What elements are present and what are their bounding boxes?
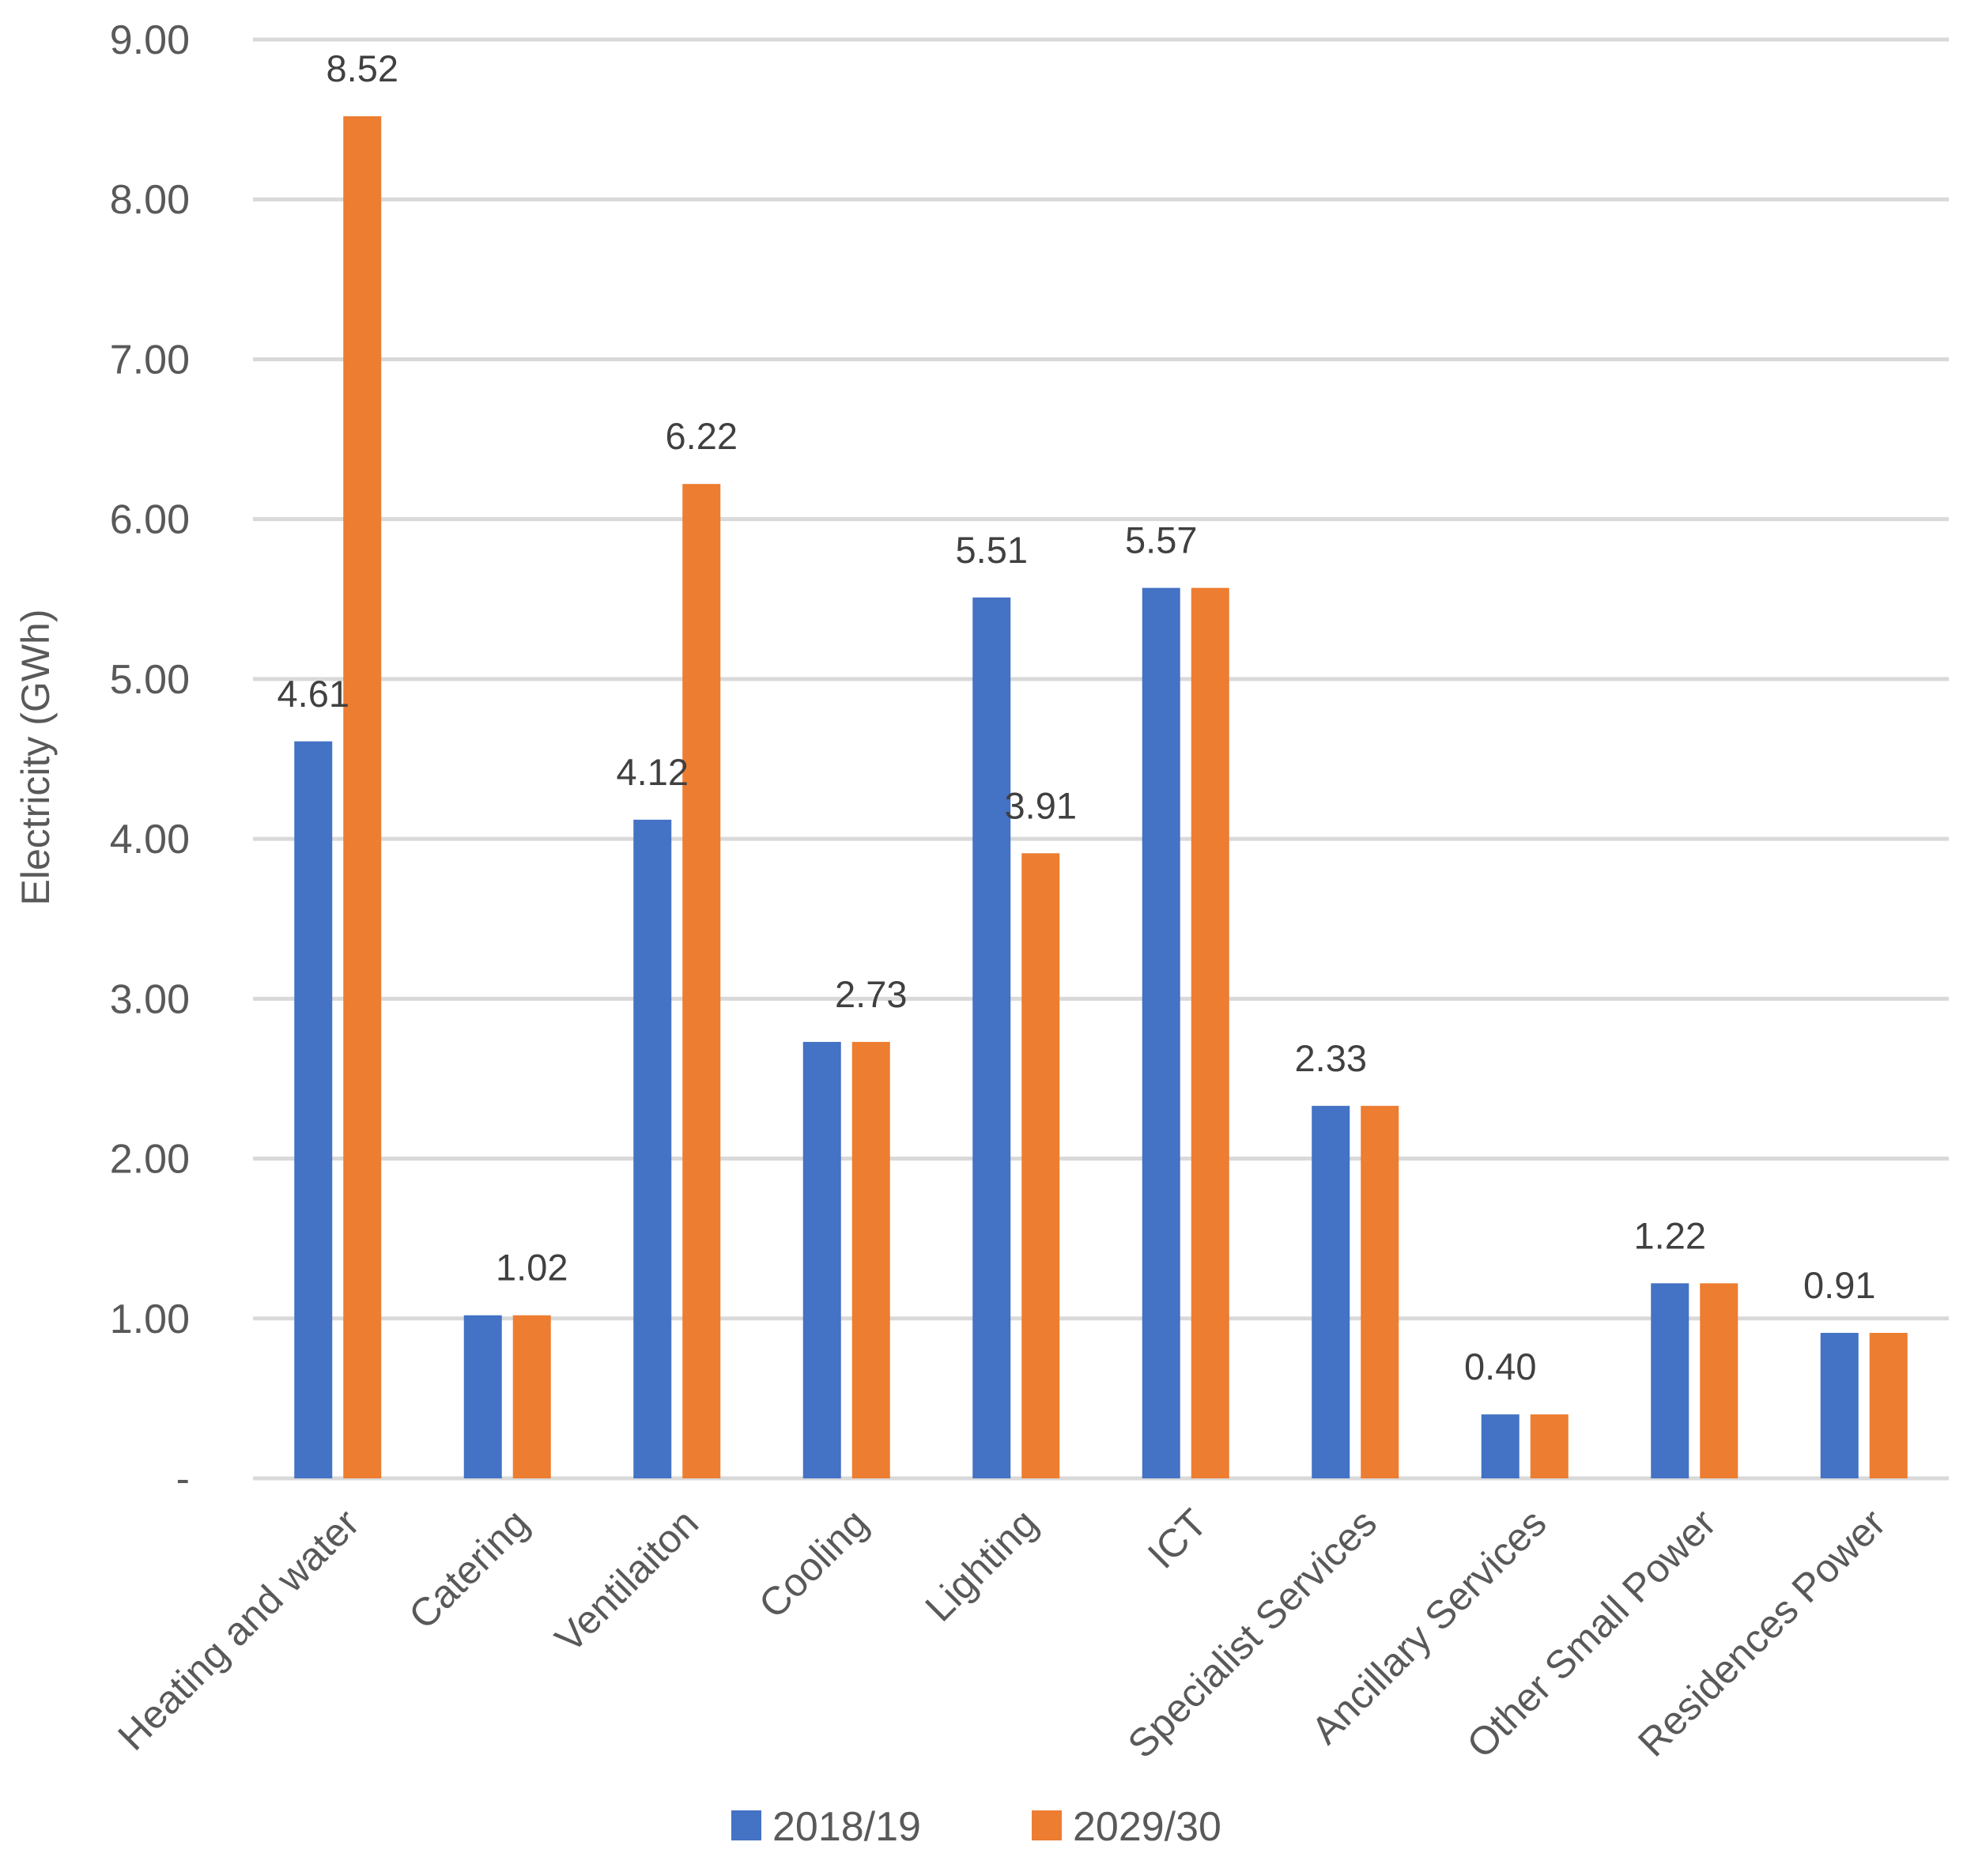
bar-2029-30-heating-and-water [343, 116, 382, 1479]
bar-2029-30-catering [512, 1315, 551, 1478]
data-labels: 4.61 8.52 1.02 4.12 6.22 2.73 5.51 3.91 5.57 2.33… [277, 47, 1876, 1387]
bar-2018-19-other-small-power [1651, 1283, 1689, 1478]
data-label: 1.02 [496, 1247, 568, 1289]
y-tick-label: 2.00 [110, 1137, 190, 1183]
data-label: 3.91 [1005, 784, 1077, 826]
bar-2018-19-ventilaiton [633, 819, 672, 1478]
bar-2018-19-residences-power [1820, 1332, 1859, 1478]
bar-2029-30-lighting [1021, 853, 1060, 1478]
category-label-heating-and-water: Heating and water [109, 1500, 368, 1759]
data-label: 2.33 [1295, 1037, 1367, 1079]
bar-2029-30-residences-power [1869, 1332, 1908, 1478]
data-label: 2.73 [835, 973, 907, 1015]
data-label: 6.22 [666, 415, 738, 457]
y-tick-label: 8.00 [110, 177, 190, 223]
bar-2018-19-ict [1142, 587, 1180, 1478]
y-tick-label: 3.00 [110, 976, 190, 1022]
legend-swatch-2029-30 [1032, 1810, 1062, 1840]
data-label: 4.61 [277, 673, 349, 715]
y-axis-ticks: - 1.00 2.00 3.00 4.00 5.00 6.00 7.00 8.00 9.00 [110, 17, 190, 1502]
bar-2029-30-ancillary-services [1530, 1414, 1569, 1478]
bar-2018-19-specialist-services [1312, 1105, 1350, 1478]
data-label: 5.51 [956, 529, 1028, 571]
bar-2018-19-lighting [972, 597, 1011, 1478]
y-axis-title: Electricity (GWh) [13, 610, 58, 906]
y-tick-label: 1.00 [110, 1297, 190, 1342]
bar-2029-30-ict [1191, 587, 1229, 1478]
legend-label-2029-30: 2029/30 [1073, 1804, 1221, 1850]
bar-2018-19-cooling [802, 1041, 841, 1478]
bar-2029-30-specialist-services [1361, 1105, 1399, 1478]
data-label: 5.57 [1125, 519, 1197, 561]
y-tick-label: 6.00 [110, 497, 190, 543]
y-tick-label: - [176, 1456, 190, 1502]
data-label: 0.91 [1803, 1264, 1875, 1306]
bar-2018-19-ancillary-services [1481, 1414, 1520, 1478]
data-label: 1.22 [1634, 1214, 1706, 1256]
category-label-ict: ICT [1139, 1500, 1216, 1577]
data-label: 0.40 [1464, 1346, 1536, 1387]
bar-2029-30-ventilaiton [682, 484, 721, 1479]
bar-2018-19-catering [463, 1315, 502, 1478]
y-tick-label: 5.00 [110, 657, 190, 703]
data-label: 8.52 [327, 47, 398, 89]
legend-label-2018-19: 2018/19 [772, 1804, 921, 1850]
x-axis-categories: Heating and water Catering Ventilaiton Cool… [109, 1500, 1893, 1766]
bar-2029-30-cooling [851, 1041, 890, 1478]
bar-2018-19-heating-and-water [294, 741, 333, 1478]
bars [294, 116, 1908, 1479]
category-label-lighting: Lighting [917, 1500, 1046, 1629]
legend-swatch-2018-19 [731, 1810, 761, 1840]
category-label-ventilaiton: Ventilaiton [546, 1500, 707, 1661]
data-label: 4.12 [617, 751, 689, 793]
y-tick-label: 9.00 [110, 17, 190, 63]
category-label-cooling: Cooling [750, 1500, 876, 1626]
category-label-catering: Catering [400, 1500, 537, 1637]
legend: 2018/19 2029/30 [731, 1804, 1221, 1850]
bar-2029-30-other-small-power [1700, 1283, 1738, 1478]
y-tick-label: 4.00 [110, 817, 190, 863]
y-tick-label: 7.00 [110, 337, 190, 383]
